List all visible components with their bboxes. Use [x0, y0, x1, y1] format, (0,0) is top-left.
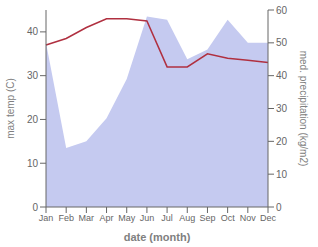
svg-text:Nov: Nov [240, 213, 257, 223]
svg-text:Mar: Mar [79, 213, 95, 223]
svg-text:Apr: Apr [100, 213, 114, 223]
svg-text:Jan: Jan [39, 213, 54, 223]
svg-text:May: May [118, 213, 136, 223]
svg-text:Jun: Jun [140, 213, 155, 223]
svg-text:10: 10 [27, 158, 39, 169]
svg-text:30: 30 [276, 103, 288, 114]
svg-text:max temp (C): max temp (C) [8, 78, 16, 139]
svg-text:30: 30 [27, 70, 39, 81]
svg-text:0: 0 [32, 202, 38, 213]
svg-text:Sep: Sep [199, 213, 215, 223]
svg-text:40: 40 [276, 70, 288, 81]
svg-text:60: 60 [276, 5, 288, 16]
svg-text:20: 20 [276, 136, 288, 147]
svg-text:Dec: Dec [260, 213, 277, 223]
svg-text:med. precipitation (kg/m2): med. precipitation (kg/m2) [298, 51, 309, 167]
svg-text:40: 40 [27, 26, 39, 37]
svg-text:50: 50 [276, 37, 288, 48]
svg-text:0: 0 [276, 202, 282, 213]
svg-text:Feb: Feb [58, 213, 74, 223]
svg-text:Aug: Aug [179, 213, 195, 223]
svg-text:date (month): date (month) [124, 231, 191, 243]
svg-text:Oct: Oct [221, 213, 236, 223]
svg-text:10: 10 [276, 169, 288, 180]
svg-text:20: 20 [27, 114, 39, 125]
svg-text:Jul: Jul [161, 213, 173, 223]
